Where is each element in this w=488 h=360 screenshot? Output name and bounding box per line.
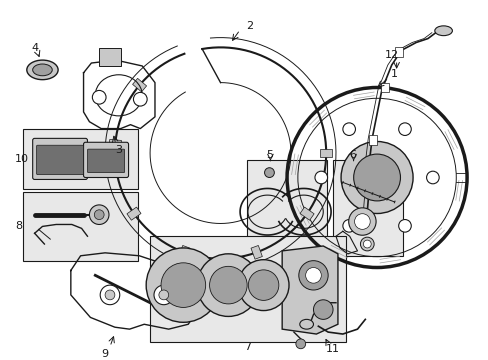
Circle shape (340, 141, 412, 213)
Text: 1: 1 (390, 69, 397, 79)
Circle shape (197, 254, 259, 316)
Bar (132, 78, 146, 92)
Circle shape (398, 220, 410, 232)
Bar (109, 139, 121, 148)
FancyBboxPatch shape (37, 145, 83, 175)
Text: 6: 6 (348, 150, 355, 160)
Bar (332, 160, 403, 256)
Circle shape (159, 290, 168, 300)
Circle shape (353, 154, 400, 201)
Bar (250, 246, 262, 259)
Circle shape (298, 261, 327, 290)
Bar (127, 207, 141, 220)
Text: 11: 11 (325, 344, 339, 354)
Circle shape (314, 171, 327, 184)
FancyBboxPatch shape (33, 138, 87, 179)
Ellipse shape (33, 64, 52, 76)
Bar (99, 48, 121, 66)
Circle shape (100, 285, 120, 305)
Circle shape (154, 285, 173, 305)
Circle shape (363, 240, 370, 248)
Circle shape (89, 205, 109, 225)
Text: 4: 4 (31, 43, 38, 53)
Circle shape (209, 266, 246, 304)
Circle shape (94, 210, 104, 220)
FancyBboxPatch shape (83, 142, 128, 177)
Bar (394, 48, 402, 57)
Ellipse shape (299, 319, 313, 329)
Circle shape (161, 263, 205, 307)
Bar (178, 246, 190, 259)
Bar (320, 149, 331, 157)
Ellipse shape (434, 26, 451, 36)
Circle shape (354, 214, 369, 229)
Circle shape (313, 300, 332, 319)
Bar (300, 207, 313, 220)
Bar (150, 236, 345, 342)
Circle shape (398, 123, 410, 135)
Circle shape (295, 339, 305, 349)
Bar (380, 82, 388, 93)
Circle shape (305, 267, 321, 283)
Text: 12: 12 (384, 50, 398, 60)
Circle shape (146, 248, 220, 322)
Circle shape (342, 123, 355, 135)
Text: 7: 7 (244, 342, 251, 352)
Text: 10: 10 (15, 154, 29, 164)
Circle shape (105, 290, 115, 300)
Polygon shape (282, 246, 337, 334)
Text: 3: 3 (115, 145, 122, 155)
Circle shape (133, 93, 147, 106)
Bar (246, 160, 326, 256)
Bar (368, 135, 376, 145)
Text: 5: 5 (265, 150, 272, 160)
FancyBboxPatch shape (87, 149, 124, 172)
Circle shape (238, 260, 288, 311)
Bar (23, 129, 138, 189)
Ellipse shape (27, 60, 58, 80)
Circle shape (92, 90, 106, 104)
Circle shape (426, 171, 438, 184)
Text: 9: 9 (102, 348, 108, 359)
Circle shape (248, 270, 278, 300)
Circle shape (360, 237, 373, 251)
Bar (23, 192, 138, 261)
Circle shape (342, 220, 355, 232)
Circle shape (264, 168, 274, 177)
Text: 2: 2 (246, 21, 253, 31)
Text: 8: 8 (15, 221, 22, 231)
Circle shape (348, 208, 375, 235)
